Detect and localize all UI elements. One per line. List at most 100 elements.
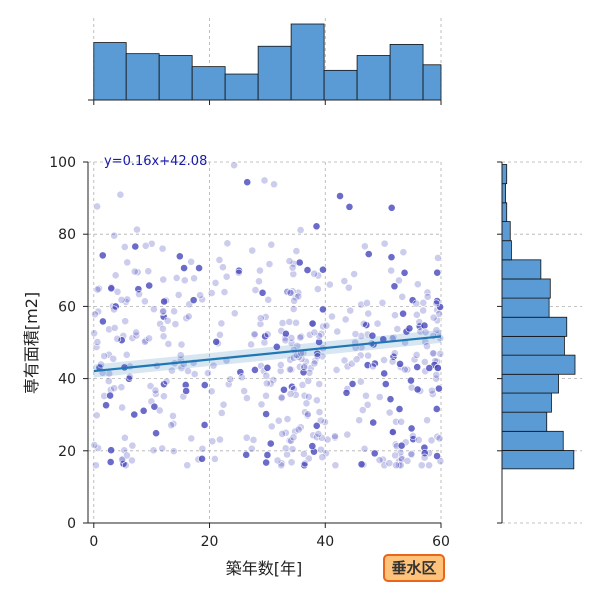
scatter-point (263, 363, 272, 372)
scatter-point (133, 225, 141, 234)
scatter-point (399, 309, 407, 318)
scatter-point (315, 380, 324, 388)
x-hist-bar (191, 66, 226, 101)
scatter-point (159, 324, 167, 333)
scatter-point (314, 430, 323, 438)
scatter-point (423, 288, 432, 297)
scatter-point (296, 226, 305, 234)
scatter-point (292, 247, 301, 255)
scatter-point (118, 455, 126, 464)
scatter-point (341, 315, 350, 324)
scatter-point (140, 297, 149, 306)
scatter-point (93, 338, 102, 346)
scatter-point (405, 324, 414, 333)
scatter-point (400, 365, 409, 374)
scatter-point (296, 423, 305, 432)
scatter-point (429, 313, 438, 322)
scatter-point (262, 391, 270, 400)
scatter-point (345, 202, 354, 211)
scatter-point (281, 336, 290, 345)
scatter-point (107, 284, 116, 293)
scatter-point (120, 433, 129, 442)
scatter-point (262, 379, 271, 388)
scatter-point (262, 410, 271, 418)
scatter-point (111, 271, 120, 280)
scatter-point (321, 418, 329, 426)
y-tick-label: 0 (67, 516, 76, 532)
y-marginal-histogram (501, 164, 576, 470)
scatter-point (363, 299, 371, 307)
scatter-point (195, 264, 203, 272)
scatter-point (224, 380, 233, 389)
scatter-point (288, 263, 297, 272)
scatter-point (251, 366, 259, 374)
scatter-point (216, 435, 224, 444)
scatter-point (285, 257, 294, 265)
scatter-point (294, 425, 303, 434)
scatter-point (276, 361, 285, 369)
scatter-point (190, 370, 199, 378)
scatter-point (184, 367, 192, 375)
scatter-point (243, 394, 251, 402)
regression-line (93, 335, 442, 373)
scatter-point (257, 400, 266, 409)
scatter-point (423, 292, 432, 301)
scatter-point (277, 393, 286, 402)
scatter-point (207, 387, 216, 396)
scatter-point (289, 353, 298, 362)
scatter-point (235, 266, 243, 275)
scatter-point (316, 416, 325, 425)
scatter-point (423, 342, 431, 351)
y-hist-bar (501, 164, 508, 185)
scatter-point (121, 317, 130, 326)
scatter-point (93, 285, 102, 294)
scatter-point (122, 350, 131, 359)
scatter-point (110, 305, 118, 314)
scatter-point (368, 331, 377, 340)
scatter-point (280, 385, 288, 394)
scatter-point (187, 257, 196, 266)
scatter-point (190, 274, 198, 283)
scatter-point (304, 377, 313, 385)
scatter-point (182, 387, 191, 395)
scatter-point (256, 266, 264, 275)
scatter-point (420, 358, 429, 366)
scatter-point (420, 321, 429, 330)
scatter-point (247, 444, 256, 453)
scatter-point (128, 456, 136, 465)
scatter-point (390, 349, 399, 358)
scatter-point (267, 240, 276, 249)
scatter-point (310, 359, 319, 368)
scatter-point (362, 391, 370, 400)
scatter-point (331, 432, 339, 441)
scatter-point (187, 434, 196, 443)
scatter-point (263, 451, 272, 459)
y-hist-bar (501, 202, 508, 222)
scatter-point (283, 450, 291, 459)
scatter-point (397, 417, 406, 426)
scatter-point (348, 380, 357, 388)
scatter-point (299, 450, 308, 458)
scatter-point (303, 410, 312, 419)
x-hist-bar (158, 55, 193, 101)
scatter-point (256, 314, 265, 323)
scatter-point (313, 352, 322, 361)
scatter-point (219, 400, 228, 409)
scatter-point (94, 307, 103, 316)
scatter-point (310, 269, 319, 278)
scatter-point (352, 355, 361, 364)
scatter-point (169, 447, 178, 456)
scatter-point (208, 437, 217, 446)
scatter-point (133, 268, 142, 277)
scatter-point (407, 376, 415, 385)
x-tick-label: 60 (432, 534, 450, 550)
scatter-point (240, 387, 249, 395)
scatter-point (198, 444, 207, 453)
scatter-point (380, 356, 388, 364)
scatter-point (222, 272, 231, 281)
scatter-point (432, 299, 441, 308)
scatter-point (370, 449, 379, 458)
scatter-point (281, 444, 290, 453)
scatter-point (333, 327, 342, 336)
scatter-point (375, 393, 384, 401)
